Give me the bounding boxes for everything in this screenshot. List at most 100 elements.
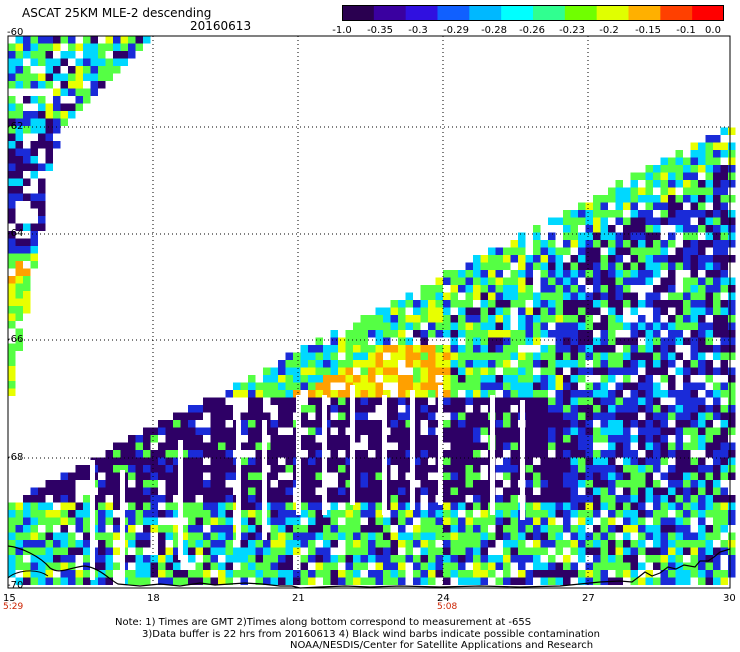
wind-cell (450, 397, 458, 405)
wind-cell (668, 465, 676, 473)
wind-cell (615, 180, 623, 188)
wind-cell (465, 390, 473, 398)
wind-cell (165, 547, 173, 555)
wind-cell (173, 420, 181, 428)
wind-cell (45, 487, 53, 495)
wind-cell (623, 555, 631, 563)
wind-cell (563, 330, 571, 338)
wind-cell (293, 360, 301, 368)
wind-cell (75, 525, 83, 533)
wind-cell (638, 532, 646, 540)
wind-cell (645, 547, 653, 555)
wind-cell (675, 210, 683, 218)
wind-cell (570, 255, 578, 263)
wind-cell (713, 345, 721, 353)
wind-cell (255, 465, 263, 473)
wind-cell (375, 307, 383, 315)
wind-cell (525, 397, 533, 405)
wind-cell (8, 163, 16, 171)
wind-cell (300, 420, 308, 428)
wind-cell (398, 532, 406, 540)
wind-cell (540, 457, 548, 465)
wind-cell (285, 457, 293, 465)
wind-cell (285, 480, 293, 488)
wind-cell (285, 547, 293, 555)
wind-cell (653, 390, 661, 398)
wind-cell (503, 442, 511, 450)
wind-cell (225, 510, 233, 518)
wind-cell (113, 442, 121, 450)
wind-cell (668, 322, 676, 330)
wind-cell (398, 382, 406, 390)
wind-cell (248, 442, 256, 450)
wind-cell (428, 465, 436, 473)
wind-cell (75, 577, 83, 585)
wind-cell (375, 517, 383, 525)
wind-cell (420, 570, 428, 578)
wind-cell (383, 322, 391, 330)
wind-cell (510, 255, 518, 263)
wind-cell (195, 577, 203, 585)
wind-cell (518, 307, 526, 315)
wind-cell (195, 532, 203, 540)
wind-cell (503, 540, 511, 548)
wind-cell (645, 457, 653, 465)
wind-cell (525, 420, 533, 428)
wind-cell (593, 352, 601, 360)
wind-cell (218, 547, 226, 555)
wind-cell (135, 517, 143, 525)
wind-cell (615, 525, 623, 533)
wind-cell (653, 307, 661, 315)
wind-cell (68, 517, 76, 525)
wind-cell (450, 465, 458, 473)
wind-cell (60, 103, 68, 111)
wind-cell (728, 292, 736, 300)
wind-cell (338, 390, 346, 398)
wind-cell (413, 375, 421, 383)
wind-cell (398, 525, 406, 533)
wind-cell (383, 555, 391, 563)
wind-cell (45, 103, 53, 111)
wind-cell (728, 352, 736, 360)
wind-cell (653, 330, 661, 338)
wind-cell (450, 562, 458, 570)
wind-cell (728, 285, 736, 293)
wind-cell (330, 510, 338, 518)
wind-cell (360, 555, 368, 563)
wind-cell (593, 547, 601, 555)
wind-cell (308, 390, 316, 398)
wind-cell (308, 532, 316, 540)
wind-cell (360, 315, 368, 323)
wind-cell (428, 480, 436, 488)
wind-cell (638, 442, 646, 450)
wind-cell (540, 472, 548, 480)
wind-cell (518, 255, 526, 263)
wind-cell (353, 397, 361, 405)
wind-cell (458, 420, 466, 428)
wind-cell (570, 300, 578, 308)
wind-cell (600, 225, 608, 233)
wind-cell (495, 442, 503, 450)
wind-cell (113, 457, 121, 465)
wind-cell (285, 420, 293, 428)
wind-cell (83, 51, 91, 59)
wind-cell (503, 457, 511, 465)
wind-cell (518, 232, 526, 240)
wind-cell (135, 465, 143, 473)
wind-cell (555, 367, 563, 375)
wind-cell (518, 555, 526, 563)
wind-cell (255, 562, 263, 570)
wind-cell (585, 202, 593, 210)
wind-cell (435, 307, 443, 315)
wind-cell (45, 510, 53, 518)
wind-cell (668, 570, 676, 578)
wind-cell (285, 397, 293, 405)
wind-cell (285, 540, 293, 548)
wind-cell (353, 562, 361, 570)
wind-cell (98, 570, 106, 578)
wind-cell (128, 442, 136, 450)
wind-cell (255, 510, 263, 518)
wind-cell (728, 532, 736, 540)
wind-cell (450, 315, 458, 323)
wind-cell (8, 58, 16, 66)
